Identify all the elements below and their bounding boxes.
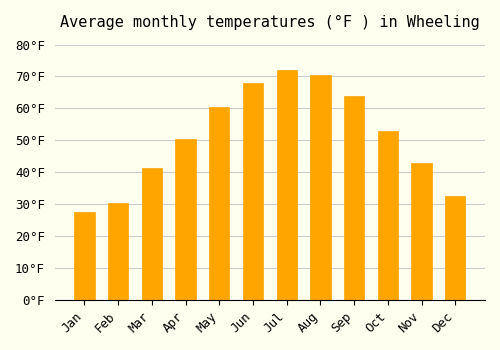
Bar xyxy=(276,70,297,300)
Bar xyxy=(108,203,128,300)
Bar xyxy=(445,196,466,300)
Bar xyxy=(74,212,94,300)
Bar xyxy=(310,75,330,300)
Bar xyxy=(209,107,230,300)
Bar xyxy=(378,131,398,300)
Bar xyxy=(243,83,263,300)
Bar xyxy=(176,139,196,300)
Title: Average monthly temperatures (°F ) in Wheeling: Average monthly temperatures (°F ) in Wh… xyxy=(60,15,480,30)
Bar xyxy=(344,96,364,300)
Bar xyxy=(142,168,162,300)
Bar xyxy=(412,163,432,300)
